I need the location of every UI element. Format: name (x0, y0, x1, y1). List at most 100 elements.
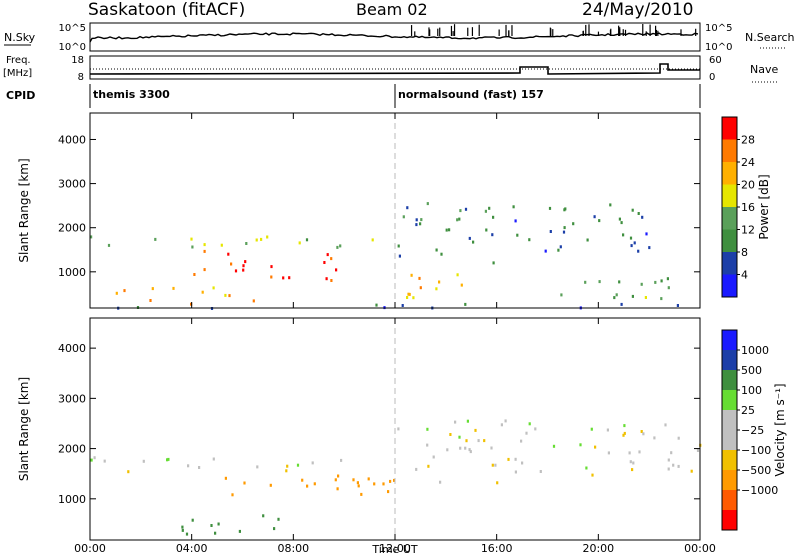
data-cell (630, 244, 633, 248)
freq-strip-frame (89, 55, 701, 80)
nave-label: Nave (750, 63, 778, 76)
data-cell (628, 451, 631, 455)
data-cell (224, 293, 227, 297)
colorbar-tick-label: 12 (741, 224, 755, 237)
colorbar-tick-label: 8 (741, 246, 748, 259)
data-cell (305, 238, 309, 242)
data-cell (539, 470, 542, 473)
data-cell (512, 205, 515, 209)
colorbar-tick-label: 24 (741, 156, 755, 169)
data-cell (631, 468, 634, 472)
data-cell (642, 432, 645, 436)
data-cell (528, 422, 531, 426)
colorbar-tick-label: 100 (741, 384, 762, 397)
data-cell (490, 446, 493, 450)
data-cell (273, 527, 276, 531)
data-cell (514, 219, 517, 223)
beam-title: Beam 02 (356, 0, 428, 19)
data-cell (623, 424, 626, 428)
data-cell (446, 448, 449, 452)
data-cell (313, 482, 316, 486)
colorbar-swatch (722, 470, 737, 490)
data-cell (677, 464, 680, 468)
colorbar-swatch (722, 430, 737, 450)
data-cell (330, 279, 333, 282)
data-cell (228, 294, 231, 298)
velocity-region (181, 514, 280, 536)
data-cell (494, 463, 497, 467)
data-cell (301, 478, 304, 482)
colorbar-tick-label: 1000 (741, 344, 769, 357)
data-cell (245, 242, 248, 245)
data-cell (667, 286, 670, 290)
data-cell (640, 282, 643, 286)
data-cell (544, 249, 547, 253)
data-cell (336, 245, 339, 249)
velocity-region (397, 419, 499, 485)
colorbar-tick-label: 28 (741, 134, 755, 147)
data-cell (426, 202, 429, 206)
data-cell (666, 277, 669, 281)
y-tick-label: 1000 (58, 266, 86, 279)
data-cell (149, 299, 152, 302)
cpid-program-label: themis 3300 (93, 88, 170, 101)
x-tick-label: 00:00 (684, 542, 716, 554)
data-cell (672, 463, 675, 467)
power-region (512, 203, 651, 253)
data-cell (270, 275, 273, 279)
data-cell (371, 238, 374, 242)
data-cell (631, 208, 634, 212)
colorbar-swatch (722, 490, 737, 510)
data-cell (181, 525, 184, 529)
data-cell (676, 304, 679, 307)
data-cell (615, 293, 618, 297)
data-cell (586, 238, 589, 242)
nsky-label: N.Sky (4, 31, 36, 44)
colorbar-tick-label: 25 (741, 404, 755, 417)
data-cell (645, 232, 648, 236)
data-cell (234, 269, 238, 273)
data-cell (419, 222, 422, 226)
data-cell (402, 215, 405, 219)
y-tick-label: 4000 (58, 133, 86, 146)
data-cell (620, 302, 623, 306)
data-cell (269, 483, 272, 487)
x-tick-label: 12:00 (379, 542, 411, 554)
data-cell (230, 262, 233, 266)
power-region (193, 249, 338, 282)
data-cell (460, 283, 463, 287)
data-cell (420, 218, 423, 222)
data-cell (201, 290, 204, 294)
colorbar-swatch (722, 117, 737, 140)
data-cell (500, 423, 503, 427)
nsky-tick-bottom: 10^0 (59, 42, 86, 53)
data-cell (212, 457, 215, 461)
data-cell (593, 215, 596, 219)
data-cell (406, 296, 409, 299)
data-cell (398, 254, 401, 258)
data-cell (653, 436, 656, 440)
data-cell (667, 458, 670, 462)
data-cell (629, 460, 632, 464)
data-cell (483, 439, 486, 443)
data-cell (217, 522, 220, 526)
data-cell (220, 243, 223, 247)
freq-trace (89, 63, 700, 75)
data-cell (419, 286, 422, 290)
velocity-cells (90, 419, 702, 536)
data-cell (465, 439, 468, 443)
data-cell (339, 244, 342, 248)
data-cell (285, 469, 288, 473)
data-cell (203, 268, 206, 272)
data-cell (115, 291, 118, 295)
data-cell (660, 297, 663, 301)
data-cell (606, 428, 609, 432)
data-cell (288, 276, 291, 280)
colorbar-swatch (722, 450, 737, 470)
data-cell (382, 482, 385, 486)
data-cell (638, 450, 641, 454)
data-cell (641, 215, 644, 219)
data-cell (203, 249, 206, 253)
data-cell (270, 265, 273, 269)
y-tick-label: 2000 (58, 443, 86, 456)
